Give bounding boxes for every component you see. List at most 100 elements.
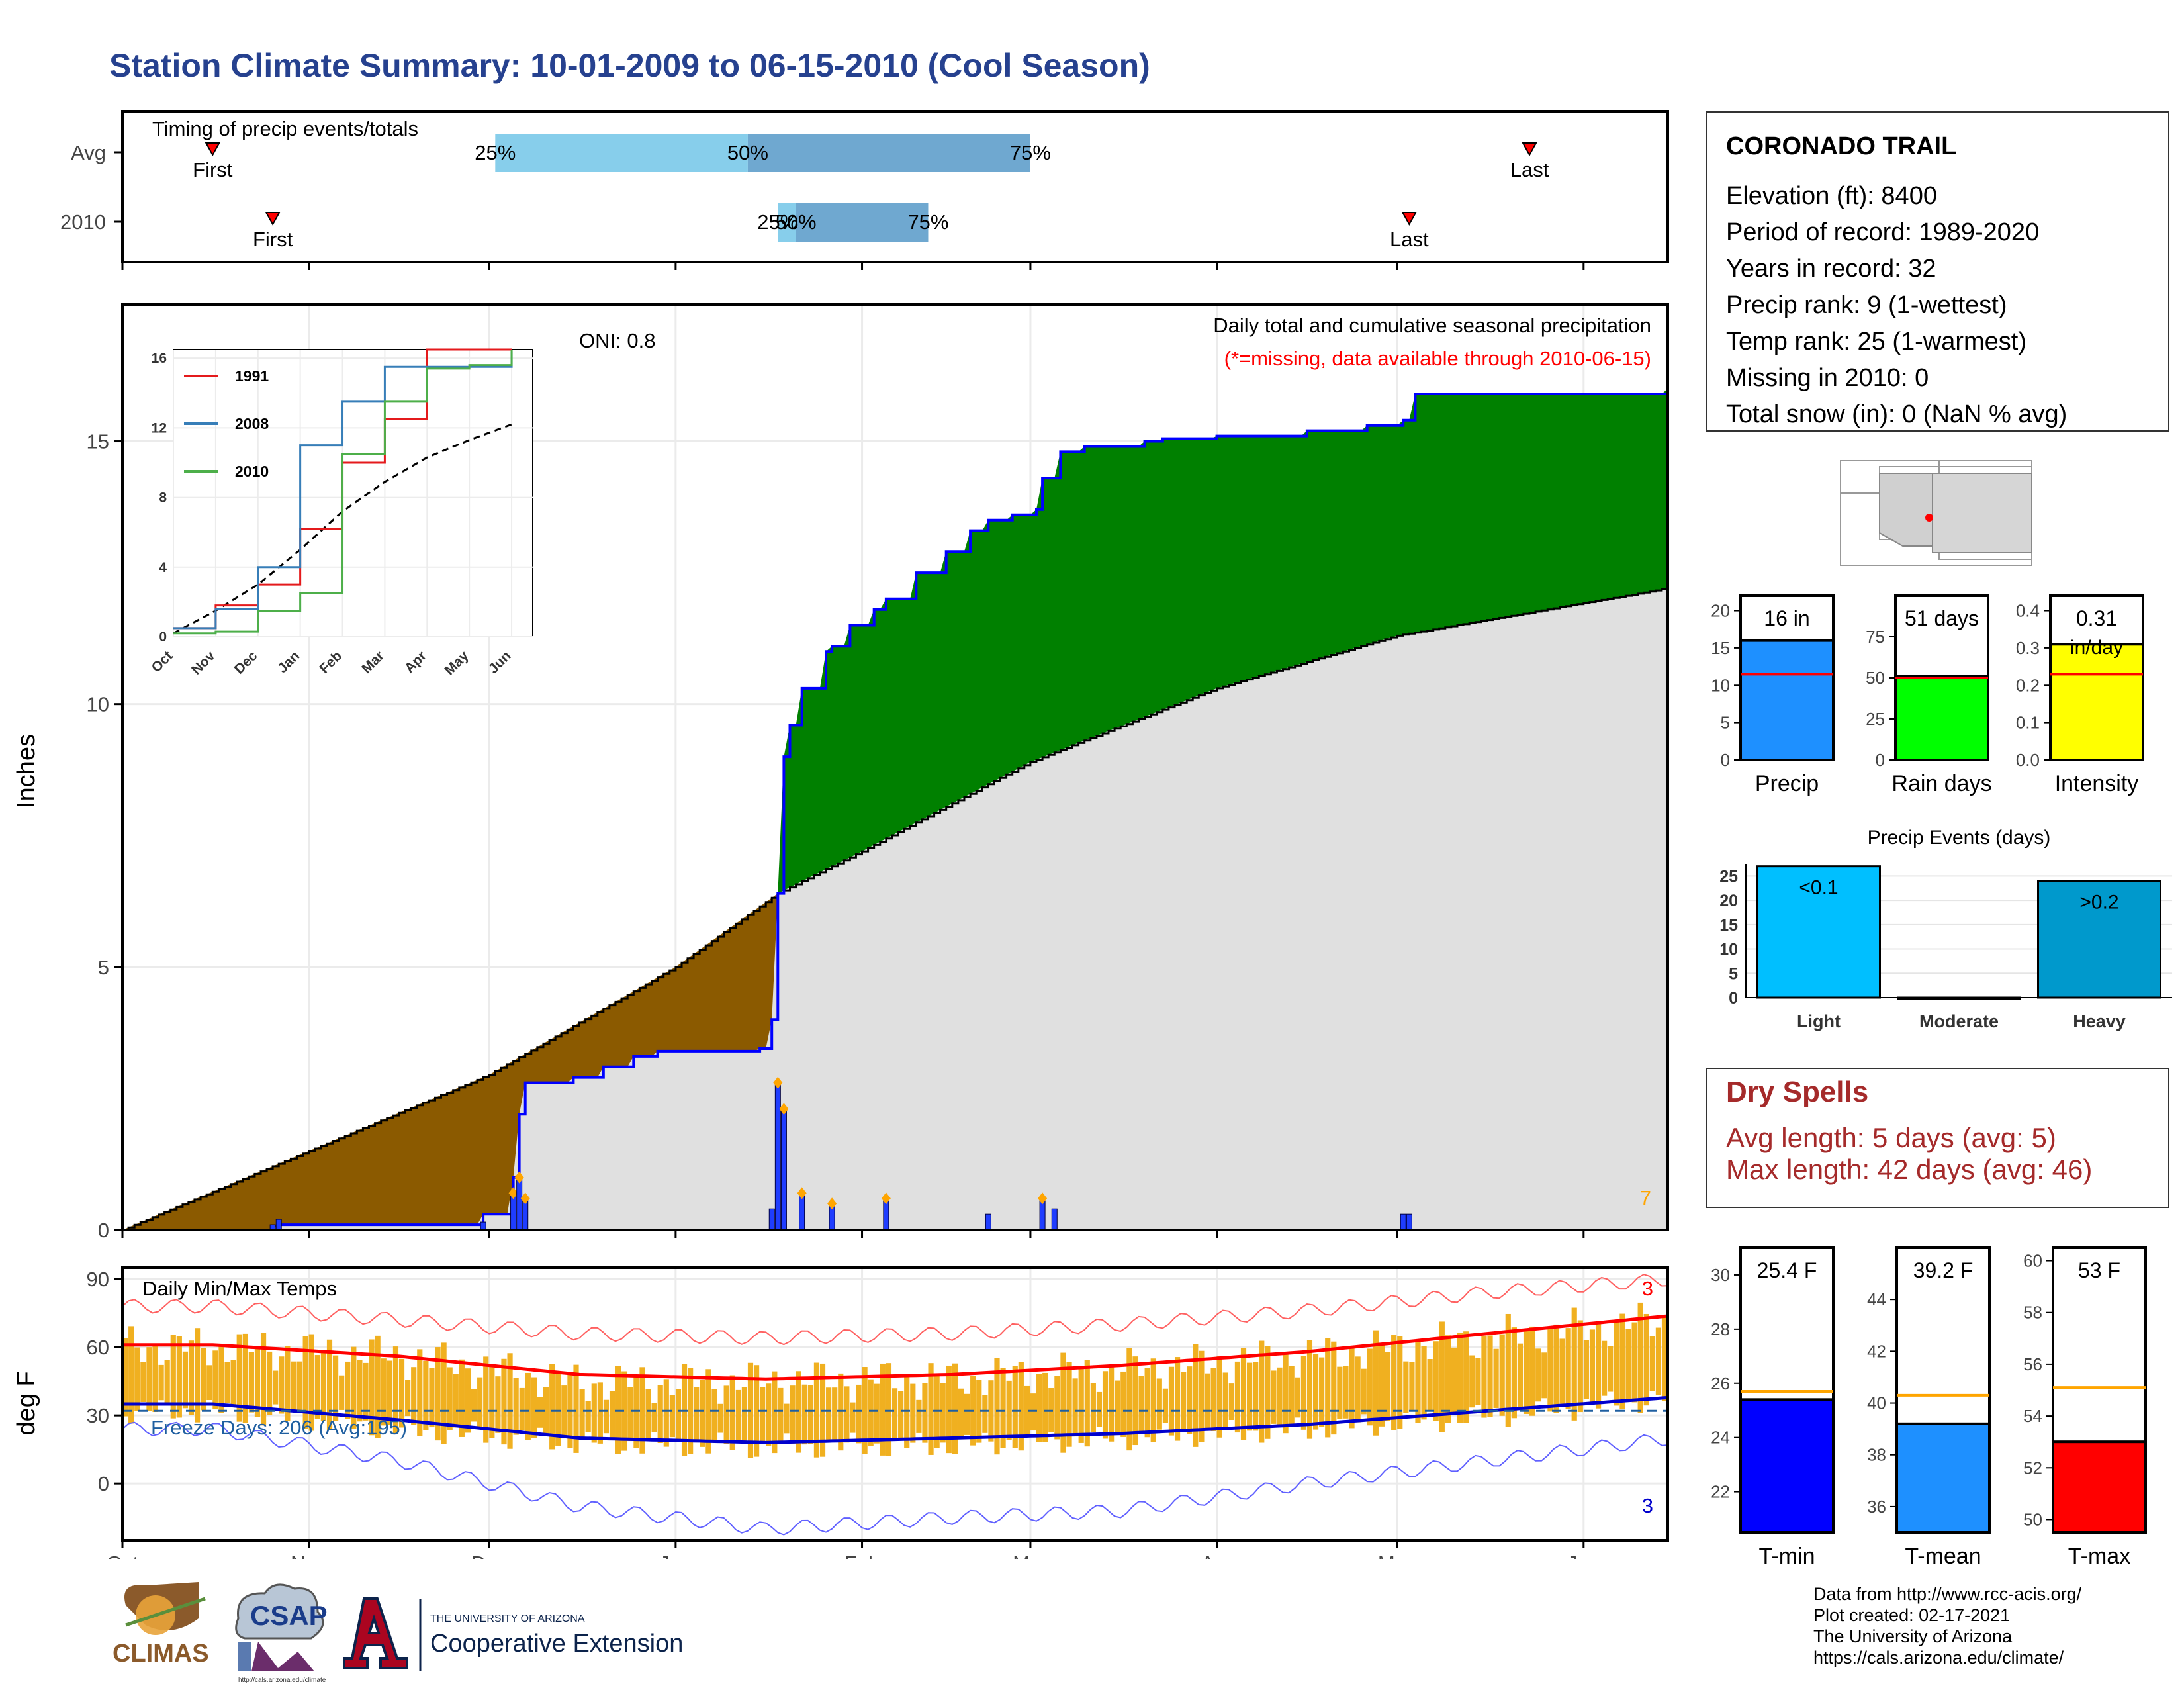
temp-daily-bar (1397, 1336, 1403, 1429)
timing-pct-25: 25% (757, 211, 798, 234)
temp-daily-bar (236, 1334, 242, 1422)
summary-bar-ytick-label: 0 (1876, 750, 1885, 770)
temp-daily-bar (886, 1363, 892, 1456)
temp-daily-bar (1199, 1350, 1205, 1442)
precip-ytick-label: 10 (87, 693, 109, 716)
temp-daily-bar (1421, 1346, 1427, 1420)
events-bar-label: <0.1 (1799, 877, 1838, 899)
xaxis-month-label: Nov (291, 1552, 328, 1559)
temp-daily-bar (1018, 1362, 1024, 1451)
summary-bar-value: 0.31 (2076, 606, 2117, 630)
temp-daily-bar (1445, 1335, 1451, 1423)
temp-daily-bar (1306, 1340, 1313, 1439)
temp-daily-bar (868, 1379, 874, 1447)
summary-bar-ytick-label: 56 (2023, 1354, 2042, 1374)
precip-legend-line2: (*=missing, data available through 2010-… (1224, 347, 1651, 370)
temp-daily-bar (1619, 1313, 1625, 1410)
temp-daily-bar (1115, 1380, 1120, 1432)
temp-daily-bar (1643, 1313, 1649, 1406)
temp-daily-bar (844, 1386, 850, 1443)
temp-daily-bar (784, 1403, 790, 1434)
temp-daily-bar (483, 1356, 489, 1443)
temp-daily-bar (862, 1367, 868, 1454)
temp-daily-bar (326, 1339, 333, 1430)
station-precip-rank: Precip rank: 9 (1-wettest) (1726, 291, 2007, 319)
summary-bar-ytick-label: 36 (1867, 1497, 1886, 1517)
temp-daily-bar (994, 1358, 1000, 1455)
timing-pct-50: 50% (776, 211, 817, 234)
daily-precip-marker (827, 1197, 837, 1210)
station-years: Years in record: 32 (1726, 255, 1936, 283)
temp-count-top: 3 (1642, 1277, 1653, 1300)
temp-daily-bar (790, 1385, 796, 1444)
precip-area-gray (122, 588, 1668, 1230)
timing-pct-25: 25% (475, 141, 516, 164)
ua-small-text: THE UNIVERSITY OF ARIZONA (430, 1613, 585, 1624)
temp-daily-bar (459, 1359, 465, 1437)
temp-daily-bar (1409, 1362, 1415, 1412)
temp-daily-bar (579, 1389, 585, 1440)
dry-spells-title: Dry Spells (1726, 1076, 1869, 1108)
page-title: Station Climate Summary: 10-01-2009 to 0… (109, 47, 1150, 84)
temp-daily-bar (254, 1346, 261, 1417)
temp-daily-bar (1367, 1348, 1373, 1426)
events-ytick-label: 25 (1719, 867, 1738, 886)
temp-daily-bar (585, 1401, 591, 1432)
summary-bar-label: Precip (1755, 771, 1819, 796)
events-ytick-label: 0 (1729, 989, 1738, 1008)
temp-daily-bar (1439, 1321, 1445, 1432)
timing-bar-50-75 (747, 134, 1030, 172)
station-elevation: Elevation (ft): 8400 (1726, 182, 1937, 210)
temp-daily-bar (1517, 1343, 1524, 1408)
temp-daily-bar (398, 1358, 405, 1428)
events-bar-label: >0.2 (2079, 892, 2118, 914)
temp-daily-bar (1078, 1366, 1084, 1443)
temp-daily-bar (1144, 1367, 1150, 1438)
temp-daily-bar (1541, 1352, 1547, 1399)
temp-daily-bar (891, 1388, 898, 1441)
temp-daily-bar (314, 1355, 320, 1419)
daily-precip-bar (1400, 1213, 1406, 1231)
temp-daily-bar (760, 1387, 766, 1444)
summary-bar-t-min (1739, 1398, 1835, 1534)
temp-daily-bar (1637, 1302, 1643, 1413)
timing-title: Timing of precip events/totals (152, 117, 418, 140)
temp-daily-bar (928, 1363, 934, 1455)
inset-legend-label: 2010 (235, 463, 269, 480)
temp-daily-bar (856, 1384, 862, 1444)
precip-avg-line (122, 588, 1669, 1231)
summary-bar-ytick-label: 5 (1721, 713, 1730, 733)
temp-daily-bar (669, 1395, 675, 1438)
temp-record-min-line (122, 1421, 1668, 1536)
temp-daily-bar (1228, 1383, 1234, 1421)
timing-pct-75: 75% (907, 211, 948, 234)
xaxis-month-label: Oct (107, 1552, 139, 1559)
timing-marker-last (1522, 142, 1537, 157)
temp-daily-bar (813, 1362, 820, 1458)
timing-bar-25-50 (778, 203, 796, 242)
temp-daily-bar (176, 1336, 182, 1418)
temp-daily-bar (1096, 1391, 1103, 1427)
temp-daily-bar (567, 1372, 573, 1448)
temp-daily-bar (1138, 1376, 1144, 1433)
temp-daily-bar (826, 1387, 832, 1442)
temp-daily-bar (357, 1360, 363, 1422)
temp-daily-bar (675, 1389, 682, 1441)
temp-daily-bar (850, 1402, 856, 1433)
temp-daily-bar (1084, 1360, 1090, 1447)
temp-daily-bar (729, 1375, 735, 1450)
credit-plot-created: Plot created: 02-17-2021 (1813, 1605, 2011, 1625)
summary-bar-value: 51 days (1905, 606, 1979, 630)
temp-daily-bar (663, 1379, 669, 1447)
temp-daily-bar (296, 1361, 302, 1413)
events-ytick-label: 10 (1719, 941, 1738, 959)
temp-daily-bar (519, 1387, 525, 1430)
temp-daily-bar (501, 1358, 507, 1445)
timing-label-last: Last (1510, 158, 1549, 181)
timing-label-first: First (253, 228, 293, 251)
events-ytick-label: 5 (1729, 964, 1738, 983)
xaxis-month-label: May (1378, 1552, 1417, 1559)
daily-precip-bar (1406, 1213, 1412, 1231)
temp-daily-bar (1553, 1324, 1559, 1413)
temp-daily-bar (1289, 1366, 1295, 1425)
